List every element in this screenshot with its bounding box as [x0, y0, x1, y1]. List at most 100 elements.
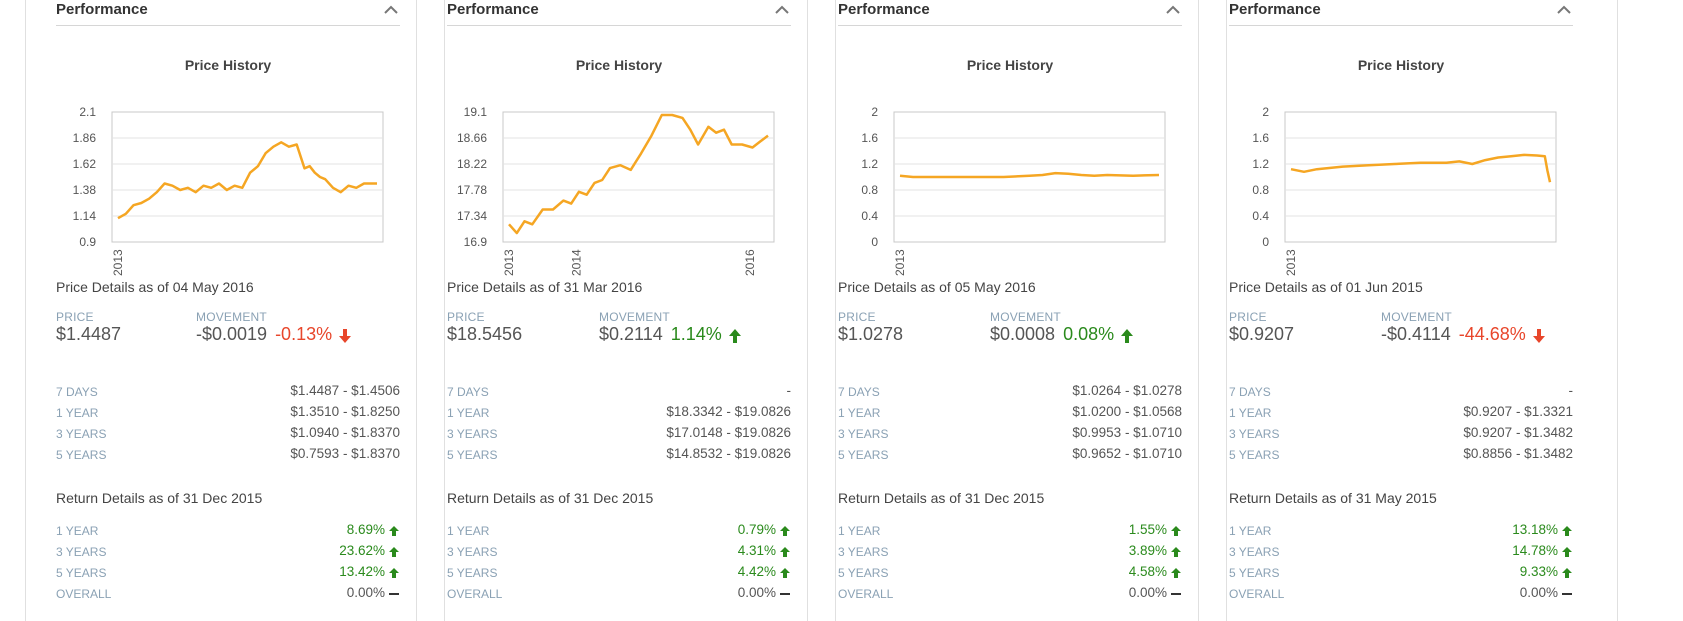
range-label: 7 DAYS — [1229, 385, 1271, 399]
arrow-up-icon — [780, 568, 790, 578]
y-tick-label: 1.6 — [1252, 131, 1269, 145]
price-details-title: Price Details as of 01 Jun 2015 — [1229, 279, 1423, 295]
y-tick-label: 1.14 — [73, 209, 97, 223]
performance-panel: Performance Price History 19.1 18.66 18.22 17… — [416, 0, 836, 621]
arrow-up-icon — [389, 547, 399, 557]
y-tick-label: 18.66 — [457, 131, 487, 145]
return-label: 3 YEARS — [56, 545, 107, 559]
performance-header[interactable]: Performance — [56, 0, 400, 26]
return-value: 3.89% — [1128, 543, 1167, 558]
return-label: 5 YEARS — [56, 566, 107, 580]
arrow-up-icon — [780, 547, 790, 557]
performance-header[interactable]: Performance — [447, 0, 791, 26]
y-tick-label: 1.6 — [861, 131, 878, 145]
return-label: 1 YEAR — [838, 524, 881, 538]
dash-icon — [1562, 593, 1572, 595]
y-tick-label: 17.34 — [457, 209, 487, 223]
price-label: PRICE — [447, 310, 485, 324]
chevron-up-icon[interactable] — [773, 2, 791, 18]
price-label: PRICE — [838, 310, 876, 324]
arrow-down-icon — [339, 329, 352, 343]
return-value: 4.31% — [737, 543, 776, 558]
performance-header[interactable]: Performance — [1229, 0, 1573, 26]
y-tick-label: 0.4 — [1252, 209, 1269, 223]
arrow-down-icon — [1532, 329, 1545, 343]
range-value: $1.0940 - $1.8370 — [290, 425, 400, 440]
arrow-up-icon — [389, 568, 399, 578]
range-value: $0.7593 - $1.8370 — [290, 446, 400, 461]
range-label: 5 YEARS — [447, 448, 498, 462]
price-value: $1.4487 — [56, 324, 122, 344]
movement-value: -$0.4114 — [1381, 324, 1451, 344]
range-value: $0.9652 - $1.0710 — [1072, 446, 1182, 461]
range-value: $1.4487 - $1.4506 — [290, 383, 400, 398]
return-details-title: Return Details as of 31 Dec 2015 — [838, 490, 1045, 506]
return-details-title: Return Details as of 31 Dec 2015 — [447, 490, 654, 506]
y-tick-label: 19.1 — [464, 105, 488, 119]
movement-value: $0.2114 — [599, 324, 663, 344]
range-value: $18.3342 - $19.0826 — [666, 404, 791, 419]
movement-percent: 1.14% — [670, 324, 722, 344]
x-tick-label: 2013 — [502, 249, 516, 276]
arrow-up-icon — [1121, 329, 1134, 343]
price-details-title: Price Details as of 31 Mar 2016 — [447, 279, 643, 295]
range-label: 5 YEARS — [838, 448, 889, 462]
range-label: 3 YEARS — [838, 427, 889, 441]
panel-content: Performance Price History 2 1.6 1.2 0.8 0.4 0 20… — [838, 0, 1182, 621]
return-value: 13.18% — [1512, 522, 1558, 537]
plot-frame — [1284, 111, 1557, 243]
arrow-up-icon — [780, 526, 790, 536]
range-value: $0.9953 - $1.0710 — [1072, 425, 1182, 440]
movement-percent: -0.13% — [275, 324, 333, 344]
movement-percent: -44.68% — [1458, 324, 1526, 344]
price-series-line — [1290, 153, 1552, 183]
range-label: 1 YEAR — [1229, 406, 1272, 420]
range-value: - — [1568, 383, 1574, 398]
y-tick-label: 0.8 — [861, 183, 878, 197]
y-tick-label: 2 — [1262, 105, 1269, 119]
range-label: 3 YEARS — [447, 427, 498, 441]
price-history-chart: Price History 2.1 1.86 1.62 1.38 1.14 0.9 2013 — [73, 57, 384, 276]
y-tick-label: 1.86 — [73, 131, 97, 145]
performance-panel: Performance Price History 2 1.6 1.2 0.8 0.4 0 20… — [1198, 0, 1618, 621]
panel-content: Performance Price History 2 1.6 1.2 0.8 0.4 0 20… — [1229, 0, 1573, 621]
return-label: 1 YEAR — [56, 524, 99, 538]
y-tick-label: 0.9 — [79, 235, 96, 249]
chevron-up-icon[interactable] — [1164, 2, 1182, 18]
return-label: 1 YEAR — [447, 524, 490, 538]
plot-frame — [111, 111, 384, 243]
price-history-chart: Price History 2 1.6 1.2 0.8 0.4 0 2013 — [1252, 57, 1557, 276]
chevron-up-icon[interactable] — [1555, 2, 1573, 18]
performance-header[interactable]: Performance — [838, 0, 1182, 26]
price-details-title: Price Details as of 04 May 2016 — [56, 279, 254, 295]
return-details-title: Return Details as of 31 Dec 2015 — [56, 490, 263, 506]
range-value: $0.9207 - $1.3321 — [1463, 404, 1573, 419]
range-label: 1 YEAR — [838, 406, 881, 420]
return-label: 5 YEARS — [447, 566, 498, 580]
y-tick-label: 1.2 — [861, 157, 878, 171]
chart-title: Price History — [185, 57, 272, 73]
return-label: OVERALL — [838, 587, 894, 601]
price-value: $18.5456 — [447, 324, 523, 344]
x-tick-label: 2013 — [1284, 249, 1298, 276]
arrow-up-icon — [1171, 547, 1181, 557]
arrow-up-icon — [728, 329, 741, 343]
chevron-up-icon[interactable] — [382, 2, 400, 18]
price-series-line — [117, 141, 377, 220]
return-label: OVERALL — [447, 587, 503, 601]
price-series-line — [508, 113, 769, 235]
return-value: 0.00% — [1128, 585, 1167, 600]
range-value: $1.0264 - $1.0278 — [1072, 383, 1182, 398]
y-tick-label: 18.22 — [457, 157, 487, 171]
range-label: 5 YEARS — [1229, 448, 1280, 462]
plot-frame — [502, 111, 775, 243]
price-history-chart: Price History 2 1.6 1.2 0.8 0.4 0 2013 — [861, 57, 1166, 276]
range-value: $0.9207 - $1.3482 — [1463, 425, 1573, 440]
return-label: 5 YEARS — [1229, 566, 1280, 580]
return-label: OVERALL — [1229, 587, 1285, 601]
x-tick-label: 2013 — [893, 249, 907, 276]
y-tick-label: 0.8 — [1252, 183, 1269, 197]
arrow-up-icon — [1171, 568, 1181, 578]
range-value: $14.8532 - $19.0826 — [666, 446, 791, 461]
performance-title: Performance — [1229, 1, 1321, 18]
